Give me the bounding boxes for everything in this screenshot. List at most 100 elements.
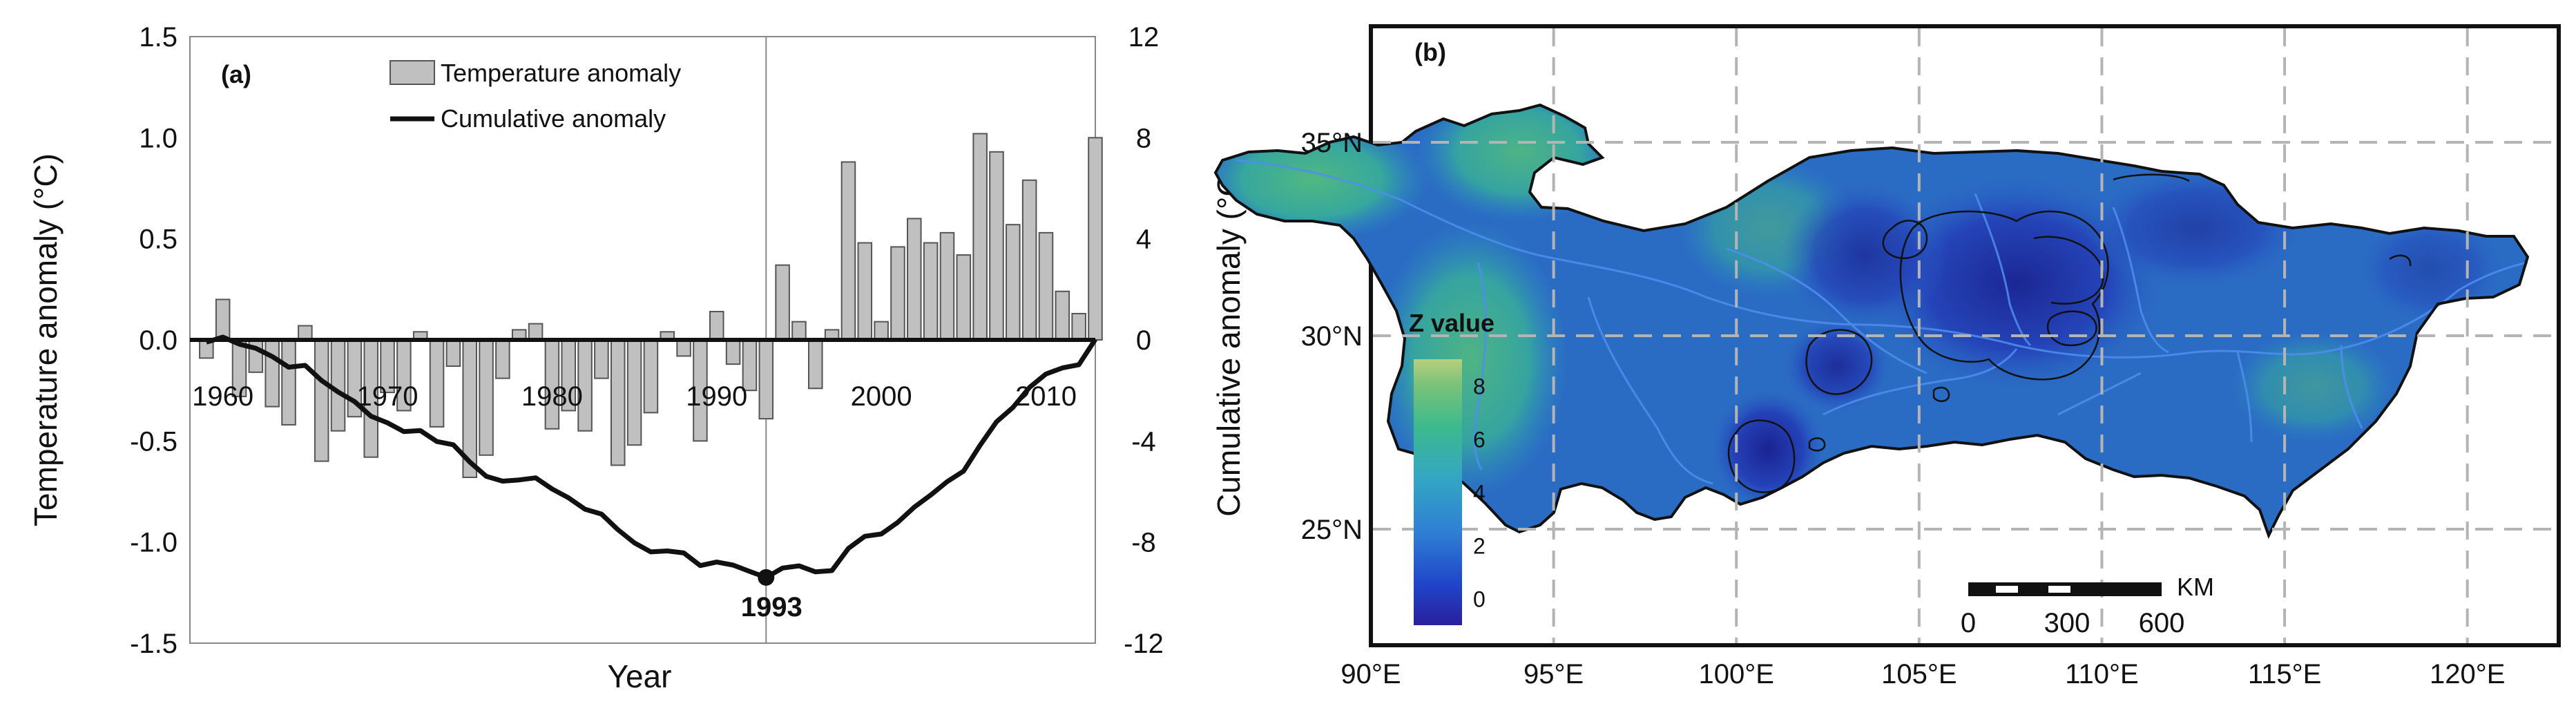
right-y-tick-label: 4 [1136,225,1151,255]
anomaly-bar [1006,224,1021,341]
scale-bar-white-2 [2048,586,2070,593]
anomaly-bar [429,339,445,428]
anomaly-bar [528,323,544,341]
colorbar-tick-label: 8 [1473,374,1486,399]
left-y-tick-label: 1.5 [139,22,177,53]
longitude-tick-label: 110°E [2065,659,2138,689]
anomaly-bar [725,339,741,365]
panel-a-chart: 1960 1970 1980 1990 2000 2010 1993 1.5 1.0 0.5 0… [28,22,1247,694]
rivers [1236,159,2528,485]
left-y-axis-title: Temperature anomaly (°C) [28,153,64,526]
anomaly-bar [594,339,609,379]
longitude-tick-label: 95°E [1524,659,1584,689]
anomaly-bar [791,321,807,341]
anomaly-bar [890,246,905,341]
anomaly-bar [1038,231,1054,341]
anomaly-bar [1021,179,1037,341]
longitude-tick-label: 100°E [1699,659,1774,689]
anomaly-bar [676,339,691,357]
cumulative-anomaly-line [205,334,1097,580]
left-y-tick-label: 1.0 [139,123,177,153]
left-y-tick-label: 0.5 [139,225,177,255]
longitude-tick-labels: 90°E 95°E 100°E 105°E 110°E 115°E 120°E [1340,659,2505,689]
temperature-anomaly-bars [199,133,1103,479]
colorbar-tick-label: 0 [1473,587,1486,612]
scale-bar-label-300: 300 [2044,608,2090,638]
latitude-tick-label: 30°N [1301,321,1363,352]
anomaly-bar [956,254,972,341]
panel-b-label: (b) [1414,38,1446,66]
longitude-tick-label: 105°E [1881,659,1957,689]
anomaly-bar [215,298,231,341]
legend-swatch-bar [390,60,435,85]
anomaly-bar [643,339,659,414]
anomaly-bar [857,242,873,341]
scale-bar-white-3 [2099,586,2115,593]
scale-bar-unit: KM [2177,573,2214,601]
legend-label-cumulative: Cumulative anomaly [441,104,666,133]
anomaly-bar [923,242,939,341]
right-y-tick-label: 8 [1136,123,1151,153]
anomaly-bar [495,339,510,379]
right-y-tick-label: 0 [1136,325,1151,356]
latitude-tick-labels: 35°N 30°N 25°N [1301,128,1363,545]
minimum-point-marker [758,569,775,586]
anomaly-bar [626,339,642,446]
latitude-tick-label: 25°N [1301,515,1363,545]
right-y-tick-label: -12 [1124,629,1164,659]
basin-shape [1213,103,2530,540]
x-tick-label: 1970 [357,381,419,412]
latitude-tick-label: 35°N [1301,128,1363,158]
right-y-tick-label: 12 [1128,22,1160,53]
panel-a-label: (a) [221,60,251,88]
anomaly-bar [1088,137,1103,341]
colorbar-tick-labels: 8 6 4 2 0 [1473,374,1486,612]
anomaly-bar [939,231,955,341]
anomaly-bar [610,339,626,466]
anomaly-bar [265,339,280,408]
x-tick-label: 1980 [521,381,583,412]
anomaly-bar [479,339,494,456]
legend-label-temperature: Temperature anomaly [441,59,681,87]
anomaly-bar [874,321,889,341]
x-tick-label: 1960 [192,381,253,412]
scale-bar: KM 0 300 600 [1961,573,2214,638]
graticule [1373,28,2557,643]
legend: Temperature anomaly Cumulative anomaly [390,59,681,133]
anomaly-bar [972,133,988,341]
colorbar: Z value 8 6 4 2 0 [1409,309,1494,625]
x-axis-title: Year [608,658,672,694]
x-tick-label: 2010 [1015,381,1077,412]
colorbar-gradient [1414,359,1462,625]
contour-lines [1727,173,2412,493]
minimum-year-annotation: 1993 [741,592,802,622]
anomaly-bar [1055,290,1070,341]
anomaly-bar [775,264,790,341]
scale-bar-label-0: 0 [1961,608,1976,638]
anomaly-bar [709,311,724,341]
anomaly-bar [330,339,346,432]
anomaly-bar [445,339,461,368]
left-y-tick-label: 0.0 [139,325,177,356]
right-y-tick-labels: 12 8 4 0 -4 -8 -12 [1124,22,1164,659]
x-tick-labels: 1960 1970 1980 1990 2000 2010 [192,381,1077,412]
anomaly-bar [907,218,922,341]
anomaly-bar [989,151,1004,341]
longitude-tick-label: 115°E [2248,659,2321,689]
left-y-tick-labels: 1.5 1.0 0.5 0.0 -0.5 -1.0 -1.5 [130,22,177,659]
anomaly-bar [758,339,774,420]
anomaly-bar [298,325,313,341]
anomaly-bar [840,161,856,341]
scale-bar-white-1 [1996,586,2018,593]
basin-border [1213,103,2530,540]
colorbar-tick-label: 4 [1473,481,1486,506]
left-y-tick-label: -1.5 [130,629,177,659]
scale-bar-label-600: 600 [2139,608,2185,638]
right-y-tick-label: -4 [1131,426,1156,457]
anomaly-bar [281,339,296,426]
anomaly-bar [314,339,329,462]
right-y-axis-title: Cumulative anomaly (°C) [1211,163,1247,517]
colorbar-tick-label: 6 [1473,428,1486,452]
right-y-tick-label: -8 [1131,528,1156,558]
